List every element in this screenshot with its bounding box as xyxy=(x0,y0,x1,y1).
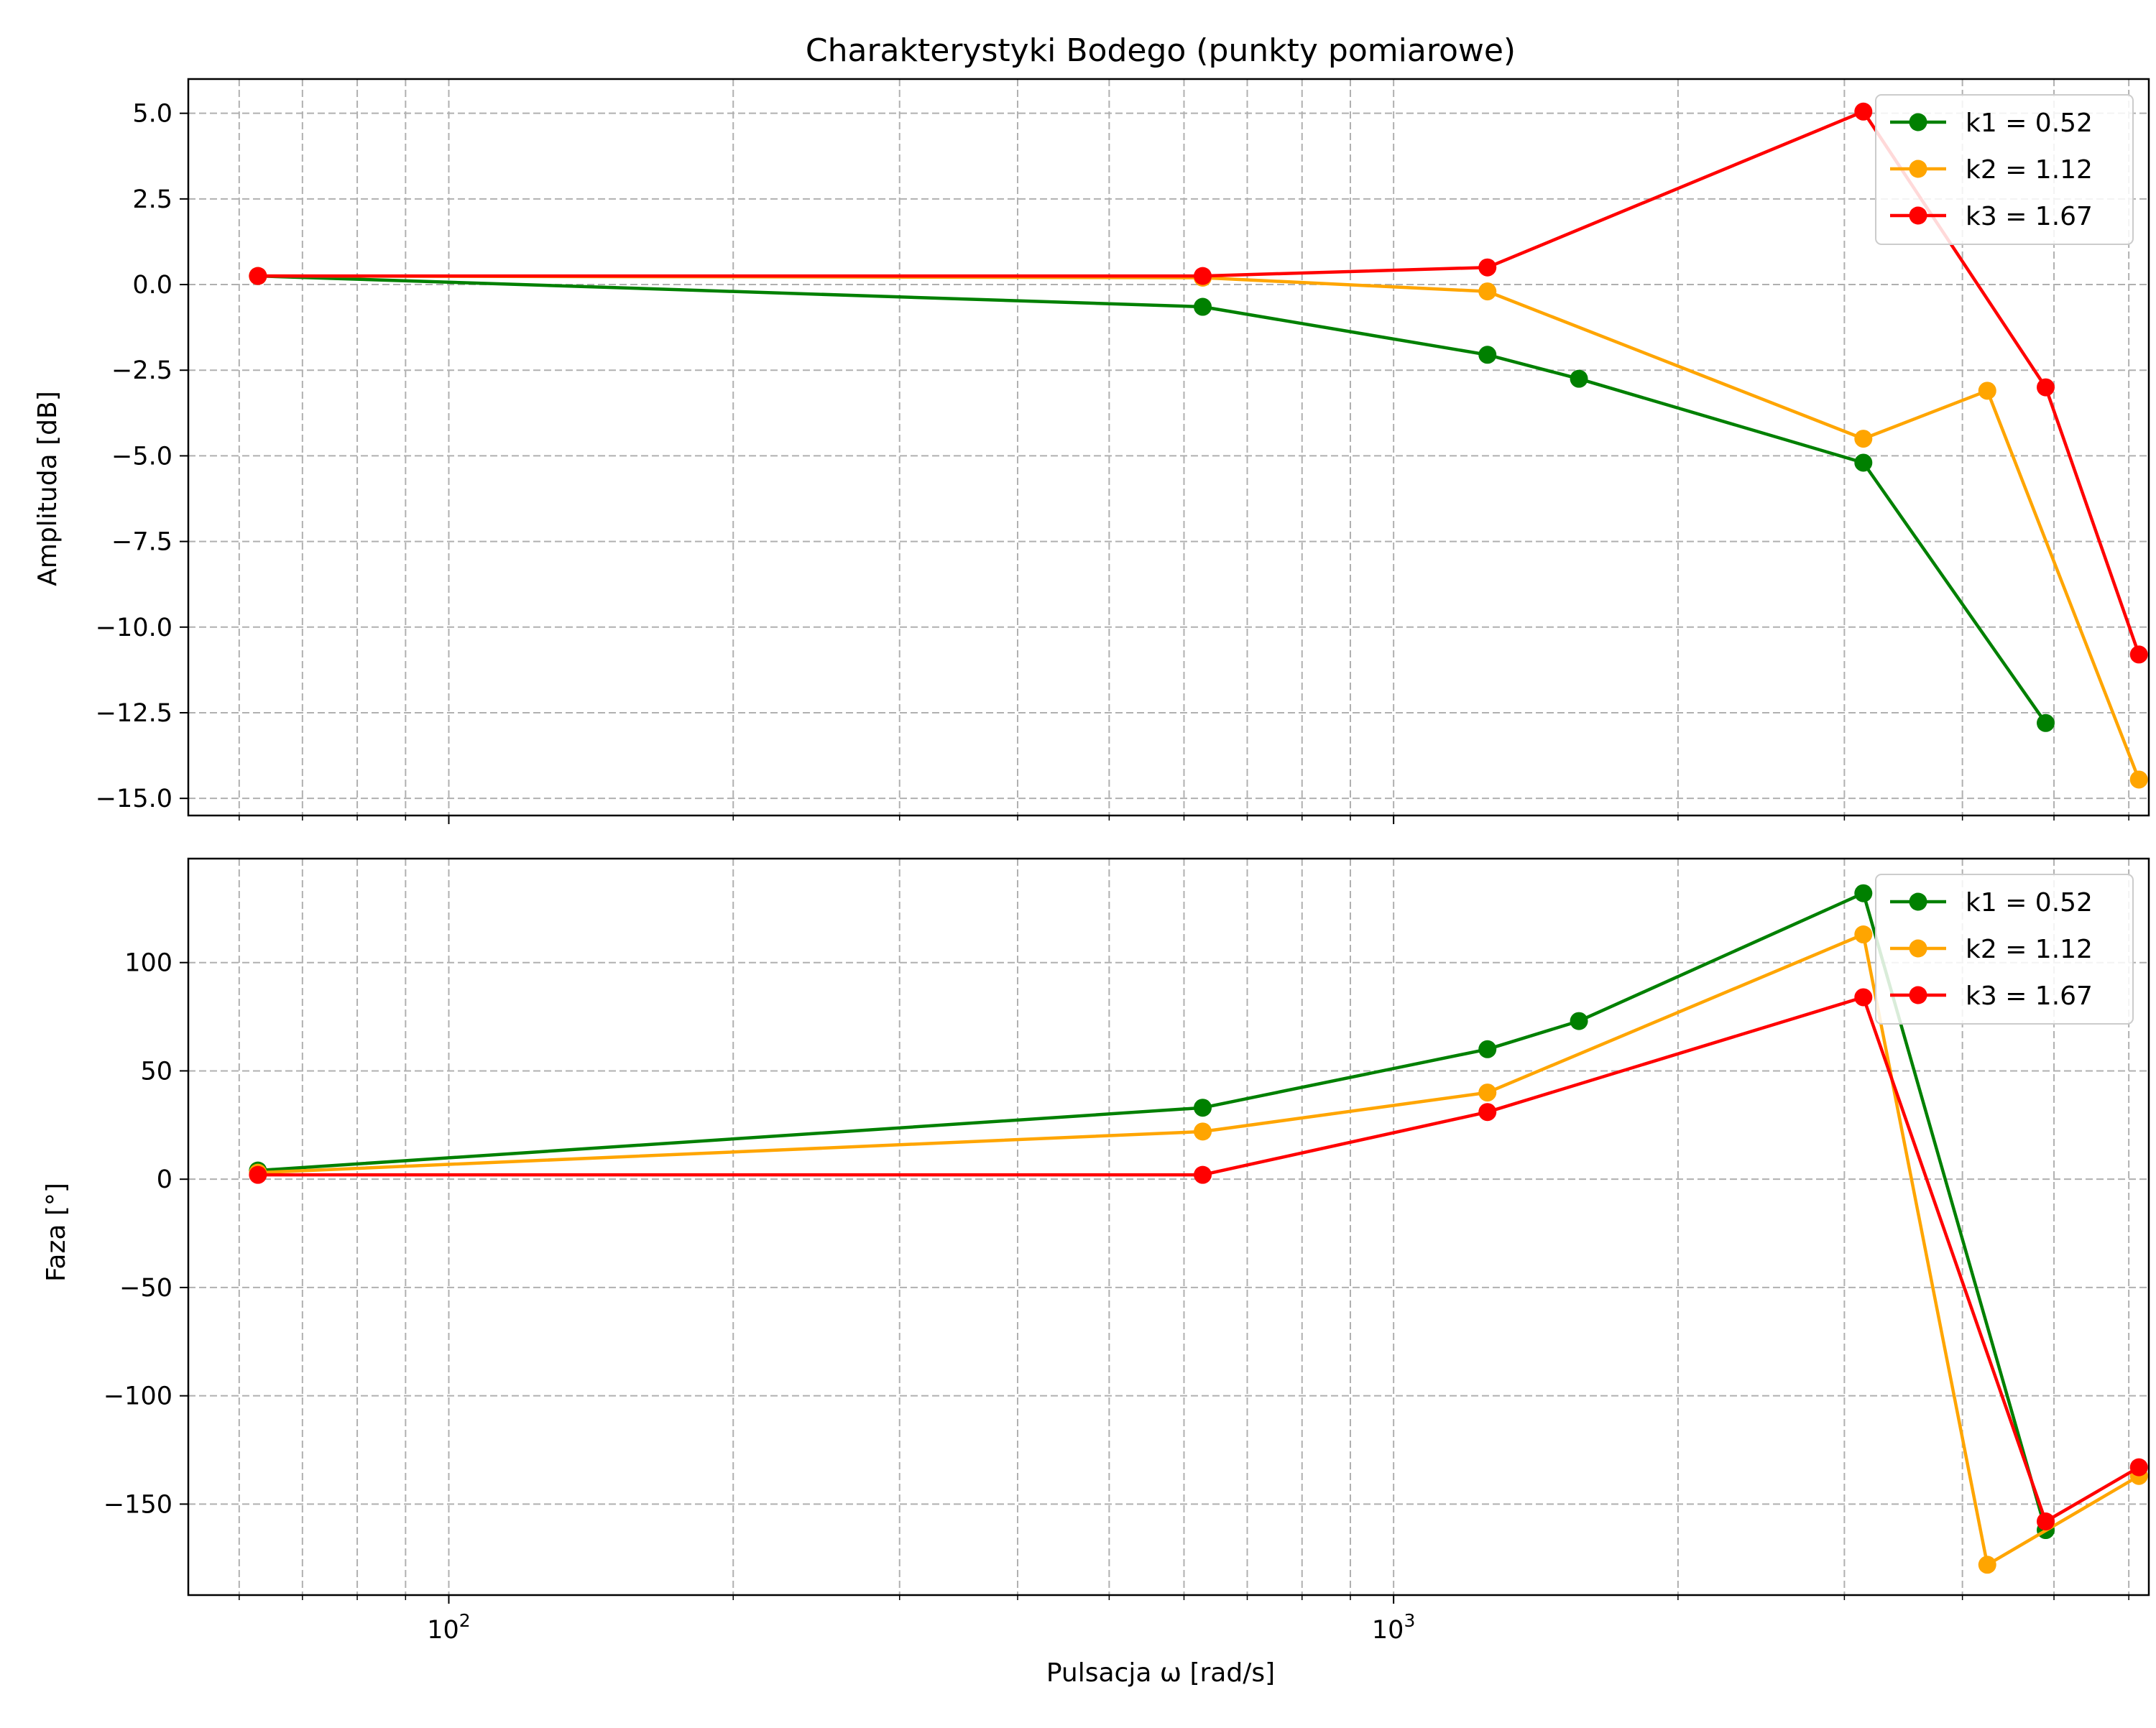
y-tick-label: 0 xyxy=(157,1165,172,1194)
data-point xyxy=(2037,378,2055,397)
grid xyxy=(188,859,2149,1595)
data-point xyxy=(2129,770,2148,789)
data-point xyxy=(1194,1122,1212,1141)
x-axis-label: Pulsacja ω [rad/s] xyxy=(1046,1658,1275,1688)
axes-frame xyxy=(187,857,2150,1597)
legend-label: k2 = 1.12 xyxy=(1966,155,2093,185)
data-point xyxy=(1194,1099,1212,1117)
legend-box xyxy=(1875,94,2134,245)
data-point xyxy=(2129,1458,2148,1477)
grid xyxy=(188,79,2149,816)
data-point xyxy=(1478,282,1497,301)
data-point xyxy=(1570,369,1588,388)
chart-title: Charakterystyki Bodego (punkty pomiarowe… xyxy=(806,32,1516,69)
data-point xyxy=(2129,645,2148,664)
data-point xyxy=(1854,102,1873,121)
data-point xyxy=(1854,884,1873,902)
data-point xyxy=(1978,382,1996,400)
series-k1-0-52 xyxy=(249,267,2055,732)
amplitude-y-axis-label: Amplituda [dB] xyxy=(33,391,63,586)
series-line xyxy=(257,274,2047,724)
series-k3-1-67 xyxy=(249,988,2148,1530)
y-tick-label: −12.5 xyxy=(96,699,172,728)
legend-label: k3 = 1.67 xyxy=(1966,981,2093,1011)
legend: k1 = 0.52 k2 = 1.12 k3 = 1.67 xyxy=(1875,94,2134,245)
data-point xyxy=(1478,258,1497,277)
series-line xyxy=(257,933,2140,1567)
y-tick-label: 50 xyxy=(140,1057,172,1086)
data-point xyxy=(1570,1012,1588,1030)
legend-marker-k2-1-12 xyxy=(1909,160,1927,178)
y-tick-label: 0.0 xyxy=(132,271,172,300)
legend-marker-k3-1-67 xyxy=(1909,986,1927,1004)
data-point xyxy=(1854,925,1873,944)
y-tick-label: −150 xyxy=(103,1490,172,1519)
y-tick-label: −100 xyxy=(103,1382,172,1411)
amplitude-panel: 5.0 2.5 0.0 −2.5 −5.0 −7.5 −10.0 −12.5 −15.0 k1 =… xyxy=(96,78,2150,824)
y-tick-label: −50 xyxy=(119,1274,172,1303)
legend-label: k2 = 1.12 xyxy=(1966,935,2093,964)
series-line xyxy=(257,110,2141,655)
y-tick-label: −15.0 xyxy=(96,785,172,813)
legend-marker-k3-1-67 xyxy=(1909,206,1927,225)
data-point xyxy=(1194,267,1212,285)
data-point xyxy=(249,267,267,285)
legend-box xyxy=(1875,874,2134,1025)
legend-marker-k1-0-52 xyxy=(1909,113,1927,131)
legend-marker-k1-0-52 xyxy=(1909,892,1927,911)
series-k3-1-67 xyxy=(249,102,2148,664)
data-point xyxy=(1854,430,1873,448)
x-tick-label: 103 xyxy=(1372,1610,1415,1645)
data-point xyxy=(2037,713,2055,732)
data-point xyxy=(1854,988,1873,1007)
y-tick-label: 100 xyxy=(124,949,172,978)
axes-frame xyxy=(187,78,2150,817)
legend-label: k1 = 0.52 xyxy=(1966,888,2093,918)
data-point xyxy=(1194,297,1212,316)
data-point xyxy=(1478,1084,1497,1102)
y-tick-label: −10.0 xyxy=(96,614,172,642)
phase-y-axis-label: Faza [°] xyxy=(42,1183,71,1282)
y-tick-label: 5.0 xyxy=(132,100,172,129)
x-tick-label: 102 xyxy=(427,1610,470,1645)
y-tick-label: −7.5 xyxy=(111,528,172,557)
legend-marker-k2-1-12 xyxy=(1909,939,1927,958)
data-point xyxy=(1478,1040,1497,1058)
y-tick-label: −2.5 xyxy=(111,356,172,385)
y-tick-label: −5.0 xyxy=(111,442,172,471)
data-point xyxy=(249,1165,267,1184)
legend-label: k3 = 1.67 xyxy=(1966,202,2093,231)
data-point xyxy=(1194,1165,1212,1184)
y-tick-label: 2.5 xyxy=(132,185,172,214)
legend-label: k1 = 0.52 xyxy=(1966,108,2093,138)
data-point xyxy=(1478,346,1497,364)
phase-panel: 100 50 0 −50 −100 −150 102 103 k1 = 0.52 k2 = 1.1… xyxy=(103,857,2150,1645)
legend: k1 = 0.52 k2 = 1.12 k3 = 1.67 xyxy=(1875,874,2134,1025)
data-point xyxy=(1854,453,1873,472)
data-point xyxy=(1978,1556,1996,1574)
data-point xyxy=(1478,1103,1497,1122)
series-line xyxy=(257,995,2140,1523)
data-point xyxy=(2037,1512,2055,1530)
